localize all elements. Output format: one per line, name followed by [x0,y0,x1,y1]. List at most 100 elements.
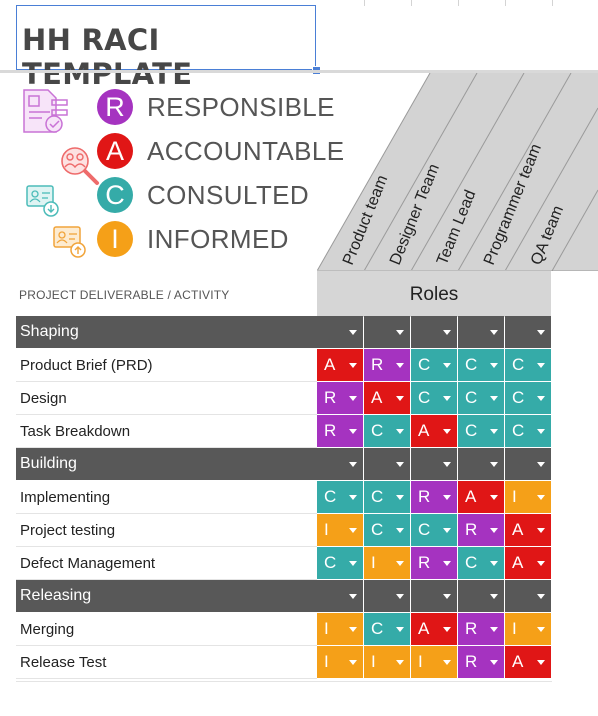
dropdown-arrow-icon[interactable] [490,363,498,368]
dropdown-arrow-icon[interactable] [443,429,451,434]
dropdown-arrow-icon[interactable] [349,396,357,401]
activity-cell[interactable]: Release Test [16,646,317,679]
dropdown-arrow-icon[interactable] [490,462,498,467]
raci-dropdown-cell[interactable]: R [364,349,410,382]
raci-dropdown-cell[interactable]: C [458,349,504,382]
raci-dropdown-cell[interactable] [317,316,363,349]
raci-dropdown-cell[interactable]: I [317,514,363,547]
dropdown-arrow-icon[interactable] [443,462,451,467]
raci-dropdown-cell[interactable]: I [317,613,363,646]
activity-cell[interactable]: Implementing [16,481,317,514]
raci-dropdown-cell[interactable] [411,448,457,481]
raci-dropdown-cell[interactable]: C [364,481,410,514]
dropdown-arrow-icon[interactable] [396,396,404,401]
raci-dropdown-cell[interactable]: C [411,349,457,382]
section-label-cell[interactable]: Building [16,448,317,481]
dropdown-arrow-icon[interactable] [537,330,545,335]
raci-dropdown-cell[interactable] [458,448,504,481]
raci-dropdown-cell[interactable]: R [317,382,363,415]
dropdown-arrow-icon[interactable] [537,462,545,467]
dropdown-arrow-icon[interactable] [349,561,357,566]
dropdown-arrow-icon[interactable] [490,495,498,500]
dropdown-arrow-icon[interactable] [537,429,545,434]
raci-dropdown-cell[interactable] [411,580,457,613]
raci-dropdown-cell[interactable]: C [411,514,457,547]
dropdown-arrow-icon[interactable] [537,660,545,665]
raci-dropdown-cell[interactable]: C [364,415,410,448]
section-label-cell[interactable]: Shaping [16,316,317,349]
raci-dropdown-cell[interactable]: C [458,547,504,580]
raci-dropdown-cell[interactable]: A [505,646,551,679]
dropdown-arrow-icon[interactable] [537,561,545,566]
dropdown-arrow-icon[interactable] [396,627,404,632]
raci-dropdown-cell[interactable] [364,316,410,349]
raci-dropdown-cell[interactable]: A [411,613,457,646]
raci-dropdown-cell[interactable] [364,448,410,481]
dropdown-arrow-icon[interactable] [490,660,498,665]
raci-dropdown-cell[interactable] [505,448,551,481]
dropdown-arrow-icon[interactable] [537,627,545,632]
dropdown-arrow-icon[interactable] [349,462,357,467]
raci-dropdown-cell[interactable]: C [317,547,363,580]
raci-dropdown-cell[interactable] [317,448,363,481]
raci-dropdown-cell[interactable]: C [505,349,551,382]
dropdown-arrow-icon[interactable] [537,396,545,401]
activity-cell[interactable]: Design [16,382,317,415]
raci-dropdown-cell[interactable]: A [317,349,363,382]
dropdown-arrow-icon[interactable] [490,528,498,533]
raci-dropdown-cell[interactable]: R [411,481,457,514]
raci-dropdown-cell[interactable]: A [458,481,504,514]
raci-dropdown-cell[interactable] [458,316,504,349]
raci-dropdown-cell[interactable]: R [458,613,504,646]
activity-cell[interactable]: Task Breakdown [16,415,317,448]
dropdown-arrow-icon[interactable] [490,627,498,632]
raci-dropdown-cell[interactable]: R [411,547,457,580]
raci-dropdown-cell[interactable]: I [505,481,551,514]
raci-dropdown-cell[interactable]: C [411,382,457,415]
dropdown-arrow-icon[interactable] [349,330,357,335]
raci-dropdown-cell[interactable] [458,580,504,613]
dropdown-arrow-icon[interactable] [396,561,404,566]
dropdown-arrow-icon[interactable] [349,594,357,599]
dropdown-arrow-icon[interactable] [396,594,404,599]
raci-dropdown-cell[interactable]: I [411,646,457,679]
dropdown-arrow-icon[interactable] [537,495,545,500]
dropdown-arrow-icon[interactable] [443,627,451,632]
raci-dropdown-cell[interactable]: R [458,646,504,679]
dropdown-arrow-icon[interactable] [490,429,498,434]
raci-dropdown-cell[interactable]: C [458,415,504,448]
raci-dropdown-cell[interactable]: A [505,514,551,547]
raci-dropdown-cell[interactable]: C [364,613,410,646]
activity-cell[interactable]: Product Brief (PRD) [16,349,317,382]
dropdown-arrow-icon[interactable] [443,363,451,368]
raci-dropdown-cell[interactable]: C [317,481,363,514]
raci-dropdown-cell[interactable]: C [505,415,551,448]
dropdown-arrow-icon[interactable] [396,495,404,500]
raci-dropdown-cell[interactable]: I [364,547,410,580]
dropdown-arrow-icon[interactable] [396,429,404,434]
raci-dropdown-cell[interactable]: C [505,382,551,415]
title-cell[interactable]: HH RACI TEMPLATE [16,5,316,91]
raci-dropdown-cell[interactable]: C [364,514,410,547]
dropdown-arrow-icon[interactable] [443,495,451,500]
raci-dropdown-cell[interactable]: R [317,415,363,448]
dropdown-arrow-icon[interactable] [537,363,545,368]
section-label-cell[interactable]: Releasing [16,580,317,613]
dropdown-arrow-icon[interactable] [537,594,545,599]
dropdown-arrow-icon[interactable] [396,462,404,467]
dropdown-arrow-icon[interactable] [396,528,404,533]
raci-dropdown-cell[interactable] [317,580,363,613]
dropdown-arrow-icon[interactable] [396,363,404,368]
raci-dropdown-cell[interactable] [411,316,457,349]
dropdown-arrow-icon[interactable] [443,528,451,533]
raci-dropdown-cell[interactable]: R [458,514,504,547]
activity-cell[interactable]: Project testing [16,514,317,547]
raci-dropdown-cell[interactable] [364,580,410,613]
dropdown-arrow-icon[interactable] [396,330,404,335]
dropdown-arrow-icon[interactable] [443,330,451,335]
dropdown-arrow-icon[interactable] [349,363,357,368]
activity-cell[interactable]: Merging [16,613,317,646]
dropdown-arrow-icon[interactable] [443,594,451,599]
raci-dropdown-cell[interactable]: I [317,646,363,679]
dropdown-arrow-icon[interactable] [443,396,451,401]
